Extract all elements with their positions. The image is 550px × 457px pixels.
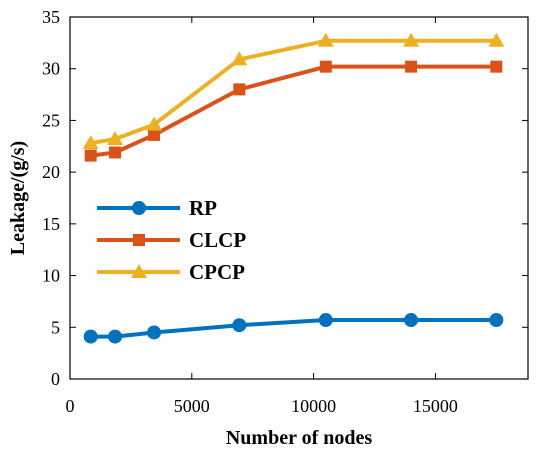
y-axis-label: Leakage/(g/s): [7, 141, 29, 255]
y-tick-label: 30: [42, 59, 60, 79]
data-point-clcp: [405, 60, 418, 73]
data-point-cpcp: [231, 51, 248, 66]
legend-label-cpcp: CPCP: [189, 260, 245, 284]
legend-item-clcp: CLCP: [97, 228, 246, 252]
legend-marker-cpcp: [131, 264, 147, 278]
series-rp: [83, 313, 504, 344]
data-point-rp: [108, 329, 123, 344]
y-tick-label: 35: [42, 7, 60, 27]
legend-marker-rp: [132, 201, 146, 215]
x-axis-label: Number of nodes: [226, 427, 373, 449]
data-point-clcp: [233, 83, 246, 96]
legend: RP CLCP CPCP: [97, 196, 246, 284]
data-point-rp: [489, 313, 504, 328]
data-point-cpcp: [107, 131, 124, 146]
x-tick-label: 5000: [174, 396, 210, 416]
y-tick-label: 0: [51, 369, 60, 389]
data-point-clcp: [109, 146, 122, 159]
plot-area: [69, 16, 529, 380]
data-point-cpcp: [488, 32, 505, 47]
x-tick-label: 0: [66, 396, 75, 416]
data-point-cpcp: [403, 32, 420, 47]
data-point-rp: [232, 318, 247, 333]
legend-marker-clcp: [133, 234, 145, 246]
legend-item-rp: RP: [97, 196, 217, 220]
data-point-cpcp: [146, 116, 163, 131]
data-point-clcp: [490, 60, 503, 73]
y-tick-label: 15: [42, 214, 60, 234]
data-point-clcp: [148, 128, 161, 141]
data-point-rp: [318, 313, 333, 328]
y-tick-label: 10: [42, 266, 60, 286]
data-point-cpcp: [82, 135, 99, 150]
series-clcp: [84, 60, 503, 162]
series-cpcp: [82, 32, 505, 150]
y-tick-label: 25: [42, 110, 60, 130]
x-tick-label: 15000: [413, 396, 458, 416]
x-tick-label: 10000: [291, 396, 336, 416]
data-point-clcp: [319, 60, 332, 73]
y-tick-label: 5: [51, 317, 60, 337]
y-tick-label: 20: [42, 162, 60, 182]
legend-item-cpcp: CPCP: [97, 260, 245, 284]
data-point-rp: [404, 313, 419, 328]
data-point-clcp: [84, 149, 97, 162]
legend-label-clcp: CLCP: [189, 228, 246, 252]
data-point-rp: [147, 325, 162, 340]
legend-label-rp: RP: [189, 196, 217, 220]
data-point-rp: [83, 329, 98, 344]
data-point-cpcp: [317, 32, 334, 47]
